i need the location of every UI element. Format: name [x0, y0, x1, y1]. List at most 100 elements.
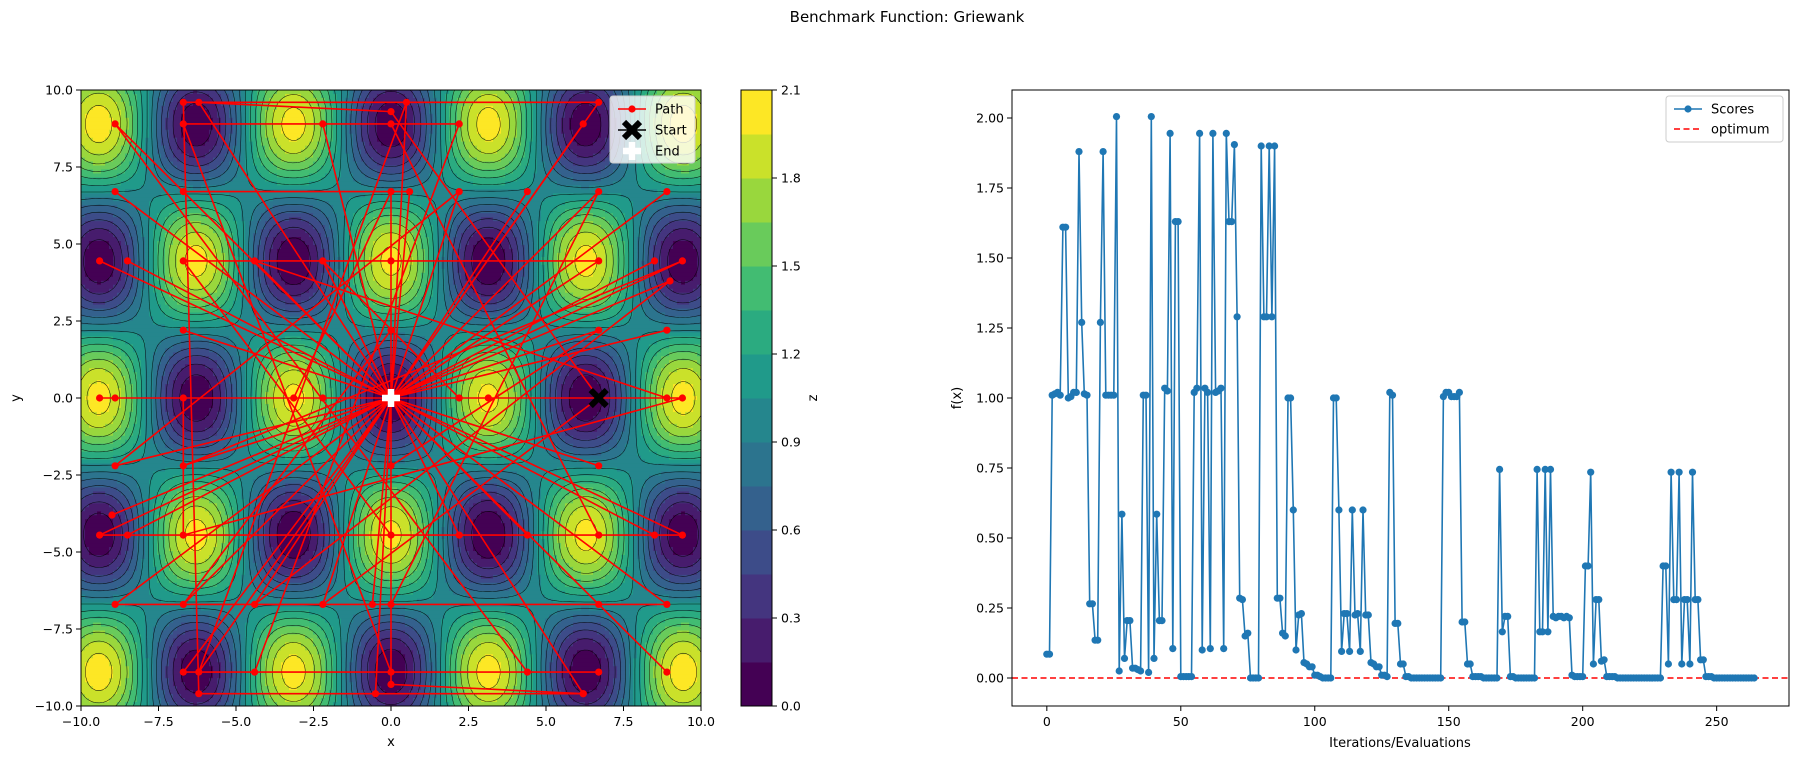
- contour-cell: [161, 117, 166, 123]
- contour-cell: [545, 113, 554, 119]
- contour-cell: [633, 221, 642, 226]
- contour-cell: [565, 264, 578, 270]
- contour-cell: [121, 276, 126, 282]
- contour-cell: [221, 419, 230, 425]
- contour-cell: [465, 348, 510, 353]
- contour-cell: [317, 411, 326, 417]
- contour-cell: [401, 233, 414, 238]
- contour-cell: [449, 292, 458, 298]
- contour-cell: [141, 229, 150, 234]
- contour-cell: [621, 431, 630, 437]
- contour-cell: [537, 113, 542, 119]
- contour-cell: [525, 133, 534, 139]
- contour-cell: [421, 415, 426, 421]
- contour-cell: [325, 435, 334, 441]
- contour-cell: [345, 221, 354, 226]
- contour-cell: [117, 292, 130, 298]
- contour-cell: [325, 229, 334, 234]
- contour-cell: [501, 272, 514, 278]
- contour-cell: [269, 169, 318, 175]
- contour-cell: [265, 113, 274, 119]
- contour-cell: [377, 169, 406, 175]
- contour-cell: [329, 93, 338, 99]
- contour-cell: [261, 113, 266, 119]
- contour-cell: [529, 141, 538, 147]
- contour-cell: [173, 427, 186, 433]
- contour-cell: [145, 415, 154, 421]
- contour-cell: [241, 205, 258, 210]
- contour-cell: [457, 380, 466, 385]
- contour-cell: [145, 372, 154, 377]
- contour-cell: [81, 173, 118, 179]
- contour-cell: [693, 399, 701, 405]
- contour-cell: [317, 244, 322, 250]
- contour-cell: [361, 217, 374, 222]
- contour-cell: [341, 97, 346, 103]
- contour-cell: [145, 356, 154, 361]
- contour-cell: [345, 380, 350, 385]
- contour-cell: [85, 252, 114, 258]
- contour-cell: [633, 201, 654, 206]
- contour-cell: [521, 431, 530, 437]
- contour-cell: [617, 264, 626, 270]
- contour-cell: [201, 296, 218, 302]
- contour-cell: [649, 364, 658, 369]
- contour-cell: [161, 105, 170, 111]
- contour-cell: [425, 252, 430, 258]
- contour-cell: [329, 237, 334, 242]
- contour-cell: [225, 280, 234, 286]
- contour-cell: [129, 244, 134, 250]
- contour-cell: [625, 415, 630, 421]
- contour-cell: [561, 384, 574, 389]
- contour-cell: [533, 256, 538, 262]
- contour-cell: [409, 264, 418, 270]
- contour-cell: [437, 213, 446, 218]
- contour-cell: [145, 153, 154, 159]
- contour-cell: [553, 229, 558, 234]
- contour-cell: [549, 177, 574, 182]
- contour-cell: [653, 252, 662, 258]
- contour-cell: [401, 256, 414, 262]
- contour-cell: [637, 431, 642, 437]
- contour-cell: [153, 280, 162, 286]
- contour-cell: [217, 260, 226, 266]
- contour-cell: [469, 109, 482, 115]
- contour-cell: [669, 264, 698, 270]
- contour-cell: [557, 137, 566, 143]
- contour-cell: [465, 360, 478, 365]
- contour-cell: [137, 209, 150, 214]
- contour-cell: [149, 280, 154, 286]
- contour-cell: [545, 388, 550, 393]
- contour-cell: [649, 217, 662, 222]
- contour-cell: [649, 256, 654, 262]
- contour-cell: [629, 419, 638, 425]
- contour-cell: [433, 352, 442, 357]
- contour-cell: [561, 280, 574, 286]
- contour-cell: [445, 252, 450, 258]
- contour-cell: [505, 105, 514, 111]
- contour-cell: [521, 125, 526, 131]
- contour-cell: [517, 133, 522, 139]
- contour-cell: [173, 153, 190, 159]
- contour-cell: [177, 431, 218, 437]
- contour-cell: [669, 252, 698, 258]
- contour-cell: [609, 233, 618, 238]
- contour-cell: [261, 129, 266, 135]
- contour-cell: [521, 101, 526, 107]
- contour-cell: [137, 233, 142, 238]
- contour-cell: [653, 419, 662, 425]
- contour-cell: [245, 113, 250, 119]
- contour-cell: [501, 97, 514, 103]
- contour-cell: [125, 237, 134, 242]
- contour-cell: [693, 133, 701, 139]
- contour-cell: [201, 272, 214, 278]
- contour-cell: [633, 225, 642, 230]
- contour-cell: [161, 415, 170, 421]
- contour-cell: [273, 356, 314, 361]
- contour-cell: [125, 364, 134, 369]
- contour-cell: [333, 109, 338, 115]
- contour-cell: [517, 117, 522, 123]
- contour-cell: [169, 260, 178, 266]
- contour-cell: [441, 415, 446, 421]
- contour-cell: [653, 272, 662, 278]
